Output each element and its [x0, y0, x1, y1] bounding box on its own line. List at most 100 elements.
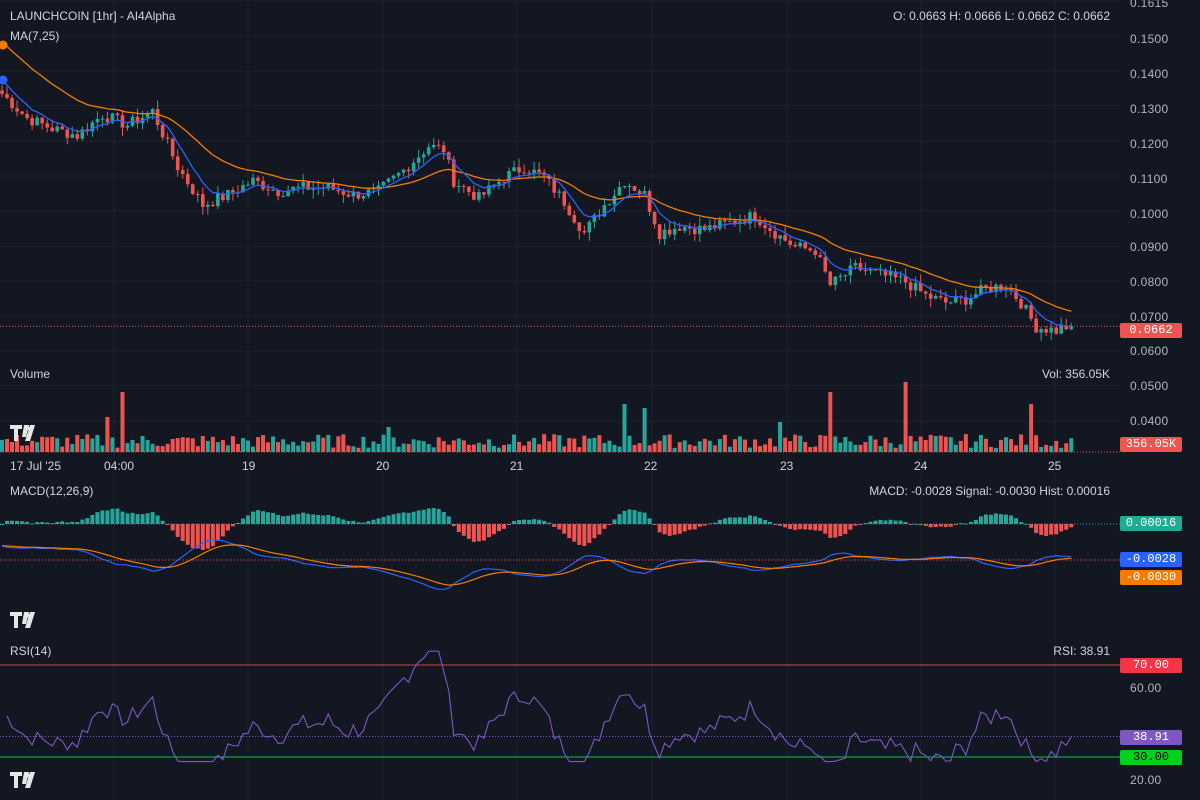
volume-bar [406, 443, 411, 452]
volume-bar [281, 439, 286, 452]
macd-hist-bar [10, 520, 15, 524]
volume-bar [371, 441, 376, 452]
macd-hist-bar [687, 524, 692, 530]
candle-body [467, 186, 471, 192]
rsi-readout: RSI: 38.91 [1053, 644, 1110, 658]
candle-body [552, 178, 556, 193]
candle-body [863, 270, 868, 272]
volume-bar [5, 439, 10, 452]
macd-hist-bar [1064, 524, 1069, 530]
candle-body [25, 113, 29, 119]
volume-bar [552, 434, 557, 452]
candle-body [180, 170, 185, 174]
volume-bar [1049, 445, 1054, 452]
macd-hist-bar [471, 524, 476, 542]
macd-hist-bar [587, 524, 592, 543]
macd-hist-bar [938, 524, 943, 527]
macd-hist-bar [823, 524, 828, 534]
macd-hist-bar [843, 524, 848, 535]
macd-hist-bar [722, 518, 727, 524]
macd-hist-bar [446, 516, 451, 524]
volume-bar [446, 444, 451, 452]
candle-body [768, 228, 772, 231]
candle-body [276, 189, 280, 197]
chart-title: LAUNCHCOIN [1hr] - AI4Alpha [10, 9, 176, 23]
volume-bar [677, 442, 682, 452]
macd-hist-bar [1039, 524, 1044, 535]
macd-hist-bar [291, 514, 296, 524]
macd-hist-bar [672, 524, 677, 535]
volume-bar [652, 443, 657, 452]
macd-hist-bar [165, 524, 170, 525]
candle-body [994, 284, 998, 292]
candle-body [989, 286, 993, 292]
macd-hist-bar [35, 522, 40, 524]
candle-body [913, 282, 918, 291]
macd-hist-bar [537, 519, 542, 524]
candle-body [452, 159, 456, 187]
macd-hist-bar [266, 512, 271, 524]
macd-hist-bar [572, 524, 577, 542]
macd-hist-bar [883, 520, 888, 524]
candle-body [1049, 327, 1053, 333]
candle-body [974, 294, 978, 299]
macd-hist-bar [818, 524, 823, 531]
volume-bar [627, 435, 632, 452]
volume-bar [547, 441, 552, 452]
candle-body [125, 125, 130, 128]
volume-bar [742, 439, 747, 452]
candle-body [868, 269, 873, 271]
macd-hist-bar [65, 522, 70, 524]
candle-body [341, 191, 346, 195]
candle-body [306, 182, 311, 190]
macd-hist-bar [5, 520, 10, 524]
macd-hist-bar [351, 520, 356, 524]
macd-hist-bar [527, 519, 532, 524]
candle-body [873, 269, 878, 271]
volume-bar [1004, 437, 1008, 452]
macd-hist-bar [702, 524, 707, 526]
volume-bar [45, 437, 50, 452]
macd-hist-bar [311, 514, 316, 524]
macd-hist-bar [577, 524, 582, 545]
candle-body [416, 157, 421, 163]
volume-bar [768, 438, 773, 452]
candle-body [883, 269, 888, 276]
candle-body [1029, 305, 1033, 319]
macd-hist-bar [948, 524, 953, 527]
volume-bar [436, 437, 441, 452]
volume-bar [562, 446, 567, 452]
volume-bar [40, 436, 45, 452]
candle-body [170, 138, 175, 157]
volume-bar [1054, 440, 1059, 452]
price-axis-tick: 0.1100 [1130, 172, 1168, 186]
candle-body [311, 188, 316, 190]
volume-bar [858, 444, 863, 452]
candle-body [296, 186, 300, 188]
candle-body [527, 172, 531, 174]
volume-bar [180, 437, 185, 452]
volume-bar [998, 439, 1003, 452]
time-axis-tick: 22 [644, 459, 658, 473]
macd-hist-bar [140, 514, 145, 524]
volume-bar [336, 436, 341, 452]
volume-bar [592, 437, 597, 452]
candle-body [562, 191, 567, 206]
macd-hist-bar [973, 519, 978, 524]
macd-hist-bar [983, 514, 988, 524]
volume-bar [507, 444, 512, 452]
volume-bar [306, 442, 311, 452]
macd-hist-bar [888, 519, 893, 524]
candle-body [908, 282, 913, 291]
macd-hist-bar [55, 521, 60, 524]
macd-hist-bar [496, 524, 501, 532]
volume-bar [612, 444, 617, 452]
macd-hist-bar [245, 515, 250, 524]
candle-body [723, 220, 727, 222]
volume-bar [105, 417, 110, 452]
candle-body [155, 109, 160, 125]
macd-hist-bar [321, 515, 326, 524]
macd-hist-bar [557, 524, 562, 530]
candle-body [115, 113, 120, 116]
macd-hist-bar [45, 522, 50, 524]
